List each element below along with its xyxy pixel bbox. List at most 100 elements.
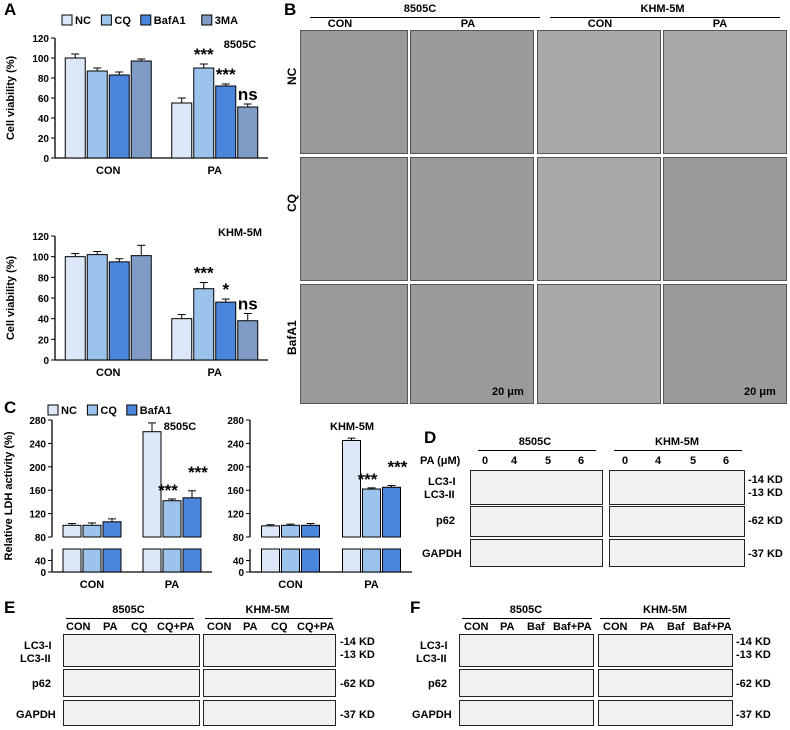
y-axis-label: Cell viability (%) <box>5 255 17 340</box>
kd-label: -14 KD <box>748 474 783 486</box>
micrograph <box>663 157 787 281</box>
blot-strip <box>470 506 603 537</box>
bar <box>171 318 193 361</box>
lane-label: Baf+PA <box>693 621 732 633</box>
panel-b-row-cq: CQ <box>285 194 299 212</box>
y-tick-label: 80 <box>38 74 50 85</box>
significance-label: *** <box>216 65 236 84</box>
panel-b-sub-con: CON <box>587 18 613 30</box>
bar <box>171 102 193 159</box>
bar <box>215 85 237 159</box>
bar <box>64 256 86 361</box>
panel-b-header-8505c: 8505C <box>403 3 437 15</box>
blot-label-gapdh: GAPDH <box>16 709 56 721</box>
significance-label: * <box>222 280 229 299</box>
micrograph <box>410 30 534 154</box>
panel-b-sub-pa: PA <box>460 18 476 30</box>
lane-label: 4 <box>511 455 518 467</box>
legend-swatch <box>126 404 138 416</box>
y-tick-label: 120 <box>32 232 49 243</box>
legend-label: NC <box>75 15 91 27</box>
y-tick-label: 40 <box>233 557 245 568</box>
legend-label: CQ <box>114 15 131 27</box>
panel-label-d: D <box>424 428 437 447</box>
bar <box>82 548 102 573</box>
significance-label: ns <box>238 85 258 104</box>
bar <box>193 288 215 361</box>
kd-label: -13 KD <box>748 487 783 499</box>
bar <box>281 548 300 573</box>
lane-label: CQ <box>271 621 288 633</box>
bar <box>142 431 162 538</box>
blot-strip <box>609 539 745 567</box>
micrograph <box>300 30 408 154</box>
chart-title: 8505C <box>224 39 256 51</box>
panel-b-row-nc: NC <box>285 67 299 85</box>
kd-label: -14 KD <box>340 636 375 648</box>
panel-d-header-line <box>614 450 742 451</box>
legend-swatch <box>201 14 213 26</box>
y-tick-label: 240 <box>227 439 244 450</box>
lane-label: 6 <box>723 455 730 467</box>
blot-strip <box>459 669 594 697</box>
bar <box>261 548 280 573</box>
lane-label: 0 <box>622 455 629 467</box>
y-tick-label: 80 <box>38 273 50 284</box>
kd-label: -13 KD <box>736 649 771 661</box>
y-tick-label: 40 <box>38 114 50 125</box>
micrograph <box>537 157 661 281</box>
bar <box>102 548 122 573</box>
lane-label: CON <box>207 621 232 633</box>
panel-label-f: F <box>410 598 421 617</box>
panel-b-row-bafa1: BafA1 <box>285 320 299 355</box>
lane-label: CQ+PA <box>297 621 335 633</box>
lane-label: Baf <box>667 621 685 633</box>
bar <box>62 524 82 538</box>
y-tick-label: 280 <box>29 416 46 427</box>
kd-label: -62 KD <box>340 678 375 690</box>
bar <box>86 254 108 361</box>
x-tick-label: PA <box>208 165 223 177</box>
legend-label: 3MA <box>215 15 238 27</box>
x-tick-label: PA <box>364 579 379 591</box>
x-tick-label: CON <box>278 579 303 591</box>
y-tick-label: 160 <box>29 486 46 497</box>
y-axis-label: Cell viability (%) <box>5 55 17 140</box>
lane-label: 6 <box>578 455 585 467</box>
bar <box>215 301 237 361</box>
legend-swatch <box>61 14 73 26</box>
blot-label-lc3i: LC3-I <box>428 476 456 488</box>
bar <box>64 57 86 159</box>
panel-f-header-khm5m: KHM-5M <box>643 604 687 616</box>
lane-label: CON <box>464 621 489 633</box>
kd-label: -62 KD <box>736 678 771 690</box>
lane-label: 0 <box>482 455 489 467</box>
lane-label: PA <box>640 621 655 633</box>
bar <box>342 439 361 538</box>
panel-b-header-khm5m: KHM-5M <box>640 3 685 15</box>
blot-strip <box>470 470 603 505</box>
chart-a-khm5m: 0 20 40 60 80 100 120 Cell viability (%) KHM-5M C… <box>5 227 268 379</box>
y-tick-label: 20 <box>38 134 50 145</box>
panel-f-header-line <box>462 618 592 619</box>
lane-label: PA <box>243 621 258 633</box>
micrograph <box>300 157 408 281</box>
x-tick-label: CON <box>96 165 121 177</box>
x-tick-label: PA <box>208 367 223 379</box>
panel-f-header-line <box>600 618 730 619</box>
panel-e-header-khm5m: KHM-5M <box>245 604 290 616</box>
panel-e-header-line <box>66 618 194 619</box>
bar <box>108 74 130 159</box>
blot-label-lc3ii: LC3-II <box>424 489 455 501</box>
bar <box>382 548 401 573</box>
scale-bar-label: 20 μm <box>492 386 524 398</box>
lane-label: Baf <box>527 621 545 633</box>
y-tick-label: 20 <box>38 335 50 346</box>
chart-c-khm5m: 120 160 200 240 280 040 80 KHM-5M CON *** *** PA <box>227 416 412 591</box>
y-tick-label: 0 <box>40 568 46 579</box>
blot-strip <box>598 634 733 667</box>
panel-f-header-8505c: 8505C <box>509 604 543 616</box>
micrograph <box>410 157 534 281</box>
y-tick-label: 120 <box>29 510 46 521</box>
significance-label: *** <box>358 470 378 489</box>
